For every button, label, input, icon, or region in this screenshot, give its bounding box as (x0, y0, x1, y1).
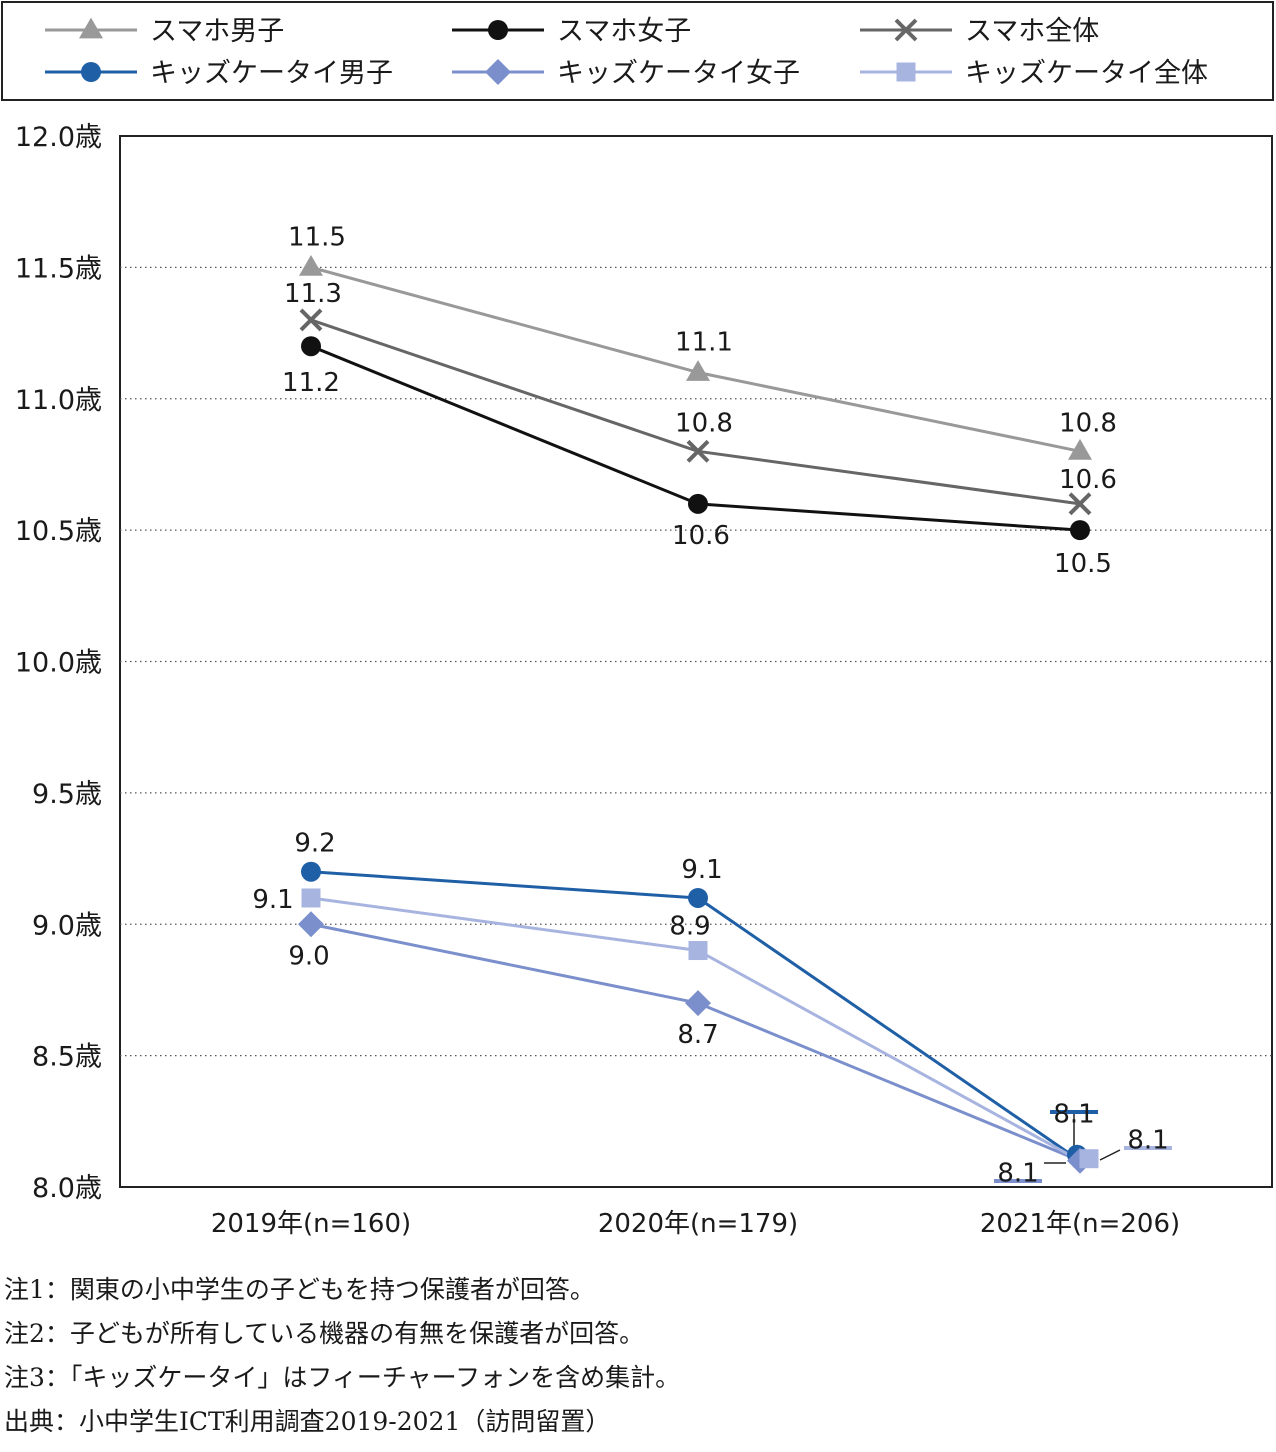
note-2: 注2：子どもが所有している機器の有無を保護者が回答。 (4, 1319, 645, 1348)
x-tick-label: 2020年(n=179) (598, 1209, 798, 1239)
legend-marker-square (896, 62, 916, 82)
data-point (301, 336, 321, 357)
y-tick-label: 9.0歳 (32, 910, 102, 941)
data-label: 8.1 (997, 1159, 1038, 1189)
legend-marker-circle (488, 20, 508, 40)
leader-line (1099, 1149, 1121, 1161)
y-tick-label: 8.0歳 (32, 1173, 102, 1204)
data-label: 10.6 (672, 521, 730, 551)
data-point (1079, 1149, 1099, 1169)
data-point (301, 861, 321, 882)
y-tick-label: 8.5歳 (32, 1042, 102, 1073)
y-tick-label: 10.5歳 (15, 516, 102, 547)
data-label: 11.2 (282, 368, 340, 398)
data-point (1068, 492, 1092, 516)
data-label: 10.8 (675, 408, 733, 438)
data-point (688, 941, 708, 961)
y-axis: 8.0歳 8.5歳 9.0歳 9.5歳 10.0歳 10.5歳 11.0歳 11.5歳 12.0… (15, 122, 102, 1204)
legend-item-4: キッズケータイ男子 (45, 58, 393, 89)
data-label: 11.1 (675, 327, 733, 357)
legend-label: キッズケータイ男子 (150, 58, 393, 89)
legend-label: スマホ全体 (965, 16, 1099, 47)
legend-label: スマホ男子 (150, 16, 284, 47)
note-1: 注1：関東の小中学生の子どもを持つ保護者が回答。 (4, 1275, 595, 1304)
x-tick-label: 2019年(n=160) (211, 1209, 411, 1239)
data-label: 11.5 (288, 222, 346, 252)
data-point (688, 493, 708, 514)
legend-marker-triangle (79, 17, 103, 39)
data-label: 8.1 (1053, 1100, 1094, 1130)
data-point (686, 360, 710, 381)
legend-item-2: スマホ女子 (452, 16, 691, 47)
data-label: 10.6 (1059, 465, 1117, 495)
x-axis: 2019年(n=160) 2020年(n=179) 2021年(n=206) (211, 1209, 1180, 1239)
data-point (686, 439, 710, 463)
legend-label: スマホ女子 (557, 16, 691, 47)
legend-item-6: キッズケータイ全体 (860, 58, 1208, 89)
data-point (301, 888, 321, 908)
notes: 注1：関東の小中学生の子どもを持つ保護者が回答。 注2：子どもが所有している機器… (4, 1268, 1272, 1444)
data-label: 9.0 (288, 941, 329, 971)
legend-marker-diamond (485, 59, 511, 85)
data-point (299, 254, 323, 276)
y-tick-label: 11.0歳 (15, 385, 102, 416)
legend-item-3: スマホ全体 (860, 16, 1099, 47)
data-point (685, 990, 711, 1017)
legend-item-1: スマホ男子 (45, 16, 284, 47)
source-note: 出典：小中学生ICT利用調査2019-2021（訪問留置） (4, 1407, 611, 1436)
data-label: 9.2 (294, 829, 335, 859)
legend-label: キッズケータイ女子 (557, 58, 800, 89)
data-label: 11.3 (284, 279, 342, 309)
data-label: 9.1 (681, 855, 722, 885)
y-tick-label: 9.5歳 (32, 779, 102, 810)
y-tick-label: 12.0歳 (15, 122, 102, 153)
legend-label: キッズケータイ全体 (965, 58, 1208, 89)
data-label: 10.5 (1054, 549, 1112, 579)
note-3: 注3：「キッズケータイ」はフィーチャーフォンを含め集計。 (4, 1363, 681, 1392)
y-tick-label: 11.5歳 (15, 253, 102, 284)
legend-marker-circle (81, 62, 101, 82)
data-point (1068, 438, 1092, 460)
x-tick-label: 2021年(n=206) (980, 1209, 1180, 1239)
data-label: 8.1 (1127, 1126, 1168, 1156)
series-markers (298, 254, 1099, 1174)
data-label: 8.7 (677, 1020, 718, 1050)
data-label: 8.9 (669, 912, 710, 942)
legend-box (1, 1, 1274, 101)
y-tick-label: 10.0歳 (15, 648, 102, 679)
data-labels: 11.511.110.811.210.610.511.310.810.69.29… (252, 222, 1168, 1188)
data-label: 10.8 (1059, 408, 1117, 438)
legend-item-5: キッズケータイ女子 (452, 58, 800, 89)
legend-marker-x (894, 18, 918, 42)
data-point (1070, 520, 1090, 541)
data-point (298, 911, 324, 938)
data-point (688, 887, 708, 908)
label-leaders (994, 1110, 1172, 1183)
data-label: 9.1 (252, 885, 293, 915)
data-point (299, 308, 323, 332)
